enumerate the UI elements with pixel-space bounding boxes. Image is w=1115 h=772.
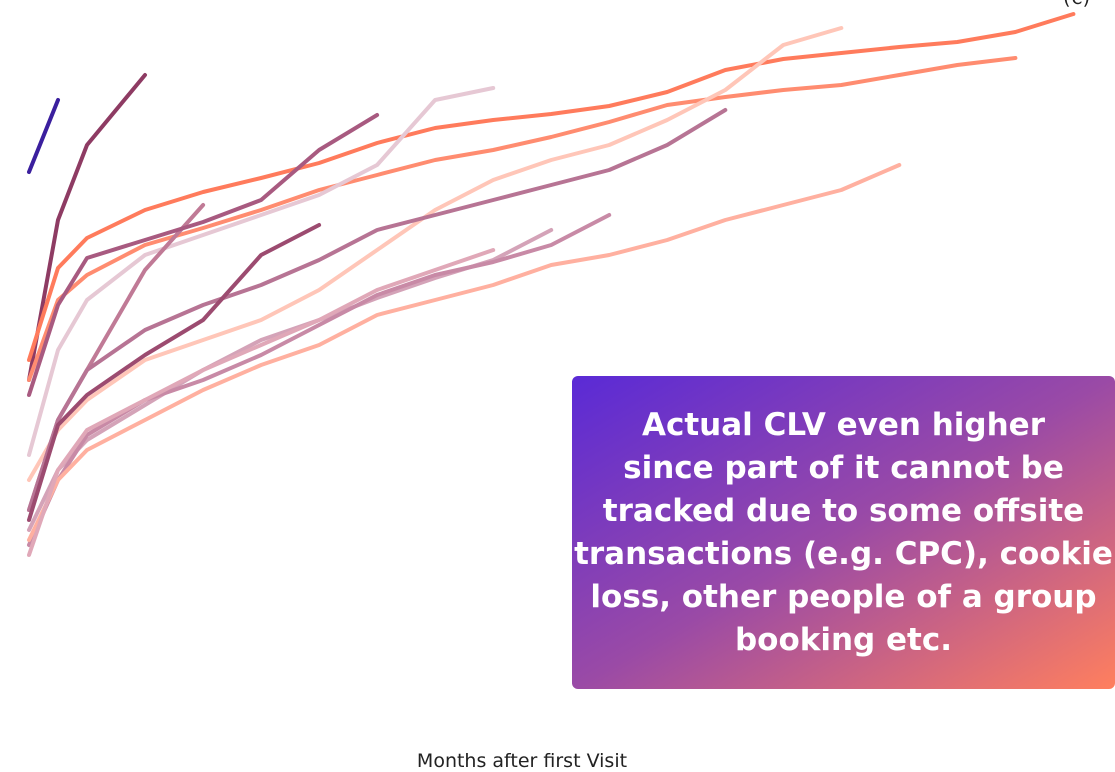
series-line (27, 223, 322, 522)
annotation-line: Actual CLV even higher (642, 406, 1045, 443)
series-line (27, 113, 380, 397)
series-line (27, 108, 728, 512)
x-axis-label: Months after first Visit (416, 750, 628, 772)
series-line (27, 56, 1018, 382)
series-line (27, 86, 496, 457)
series-line (27, 98, 60, 174)
annotation-box: Actual CLV even higher since part of it c… (572, 376, 1115, 689)
series-line (27, 213, 612, 547)
annotation-line: loss, other people of a group (590, 578, 1097, 615)
series-line (27, 12, 1076, 362)
series-line (27, 163, 902, 542)
series-line (27, 73, 147, 382)
annotation-line: transactions (e.g. CPC), cookie (574, 535, 1113, 572)
series-line (27, 248, 496, 557)
y-axis-label: (€) (1063, 0, 1090, 9)
annotation-line: tracked due to some offsite (602, 492, 1085, 529)
annotation-line: booking etc. (734, 621, 953, 658)
annotation-line: since part of it cannot be (623, 449, 1064, 486)
series-line (27, 26, 844, 482)
